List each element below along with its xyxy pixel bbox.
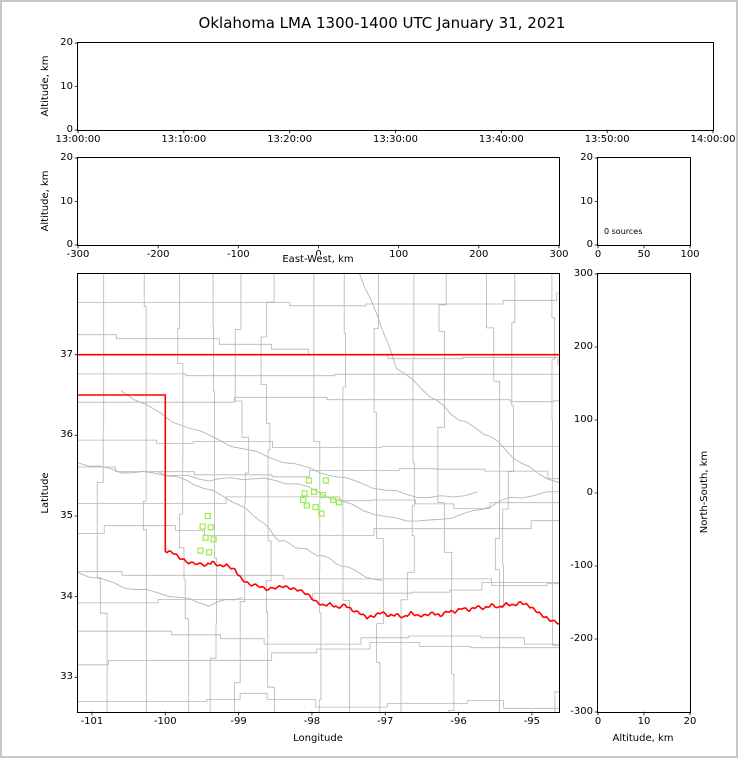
tick-label: -200 [146,249,170,260]
map-plot-area [78,274,559,712]
histogram-source-count: 0 sources [604,227,643,236]
altitude-histogram-tick-marks [594,157,691,249]
lightning-source-marker [207,524,214,531]
state-border-red-river [164,550,559,625]
lightning-source-marker [210,536,217,543]
eastwest-altitude-xlabel: East-West, km [278,255,358,265]
lightning-source-marker [303,502,310,509]
lightning-source-marker [335,499,343,506]
tick-label: 100 [573,414,593,425]
tick-label: 36 [60,429,73,441]
lightning-source-marker [322,477,329,484]
lightning-source-marker [199,523,206,530]
tick-label: 14:00:00 [690,134,736,145]
tick-label: -300 [570,706,593,717]
tick-label: 13:30:00 [373,134,418,145]
lightning-source-marker [197,547,204,554]
lightning-source-marker [330,496,337,503]
map-xlabel: Longitude [293,733,343,744]
tick-label: 200 [573,341,593,352]
tick-label: 13:40:00 [478,134,524,145]
tick-label: 13:10:00 [161,134,207,145]
map-tick-marks [74,354,533,716]
tick-label: 20 [683,716,697,727]
tick-label: 10 [580,195,593,207]
tick-label: 0 [66,124,73,135]
river-line [157,471,383,581]
lightning-source-marker [311,488,318,495]
tick-label: 300 [573,268,593,279]
plan-view-map-panel: -101 -100 -99 -98 -97 -96 -95 33 34 35 36 37 [60,273,560,727]
tick-label: 20 [60,37,73,48]
tick-label: 0 [586,239,593,250]
tick-label: 0 [594,249,602,260]
river-line [78,462,559,522]
time-altitude-tick-marks [74,42,714,134]
time-altitude-ylabel: Altitude, km [40,55,51,117]
tick-label: 10 [60,195,73,207]
tick-label: 300 [549,249,569,260]
northsouth-altitude-xlabel: Altitude, km [612,733,674,744]
northsouth-altitude-ylabel: North-South, km [699,450,710,534]
tick-label: 0 [586,487,593,498]
tick-label: 0 [66,239,73,250]
eastwest-altitude-panel: -300 -200 -100 0 100 200 300 0 10 20 [60,153,568,260]
tick-label: -200 [570,633,593,644]
tick-label: 10 [60,80,73,92]
tick-label: -300 [66,249,90,260]
eastwest-altitude-tick-marks [74,157,560,249]
tick-label: 0 [315,250,321,260]
tick-label: 20 [60,152,73,163]
lightning-source-marker [319,491,326,499]
eastwest-altitude-ylabel: Altitude, km [40,170,51,232]
tick-label: 20 [580,152,593,163]
lightning-source-marker [312,504,319,511]
tick-label: 13:20:00 [267,134,313,145]
lightning-source-marker [206,549,213,556]
lightning-source-marker [202,534,209,541]
lightning-source-marker [318,510,325,517]
tick-label: 0 [594,716,602,727]
time-altitude-panel: 13:00:00 13:10:00 13:20:00 13:30:00 13:40:00… [56,38,736,145]
lightning-source-marker [300,496,307,503]
tick-label: -98 [303,716,321,727]
tick-label: 50 [637,249,651,260]
northsouth-altitude-tick-marks [594,273,691,716]
tick-label: 35 [60,509,73,521]
tick-label: 13:50:00 [584,134,630,145]
tick-label: 34 [60,590,73,602]
tick-label: -96 [450,716,467,727]
northsouth-altitude-panel: 0 10 20 -300 -200 -100 0 100 200 300 [570,269,696,727]
tick-label: 100 [389,249,409,260]
river-line [78,572,243,607]
tick-label: 100 [680,249,700,260]
tick-label: -100 [570,560,593,571]
tick-label: -100 [226,249,250,260]
tick-label: -95 [523,716,541,727]
river-line [120,390,478,499]
lightning-source-marker [204,512,211,520]
altitude-histogram-panel: 0 sources 0 50 100 0 10 20 [580,153,699,260]
map-ylabel: Latitude [40,472,51,514]
river-line [359,274,559,483]
tick-label: -99 [230,716,247,727]
tick-label: 37 [60,348,73,360]
tick-label: -101 [80,716,104,727]
tick-label: 13:00:00 [55,134,101,145]
tick-label: -100 [153,716,177,727]
lightning-source-marker [305,477,313,484]
tick-label: 33 [60,671,73,683]
figure-title: Oklahoma LMA 1300-1400 UTC January 31, 2… [198,14,566,32]
tick-label: 10 [637,716,651,727]
tick-label: -97 [377,716,394,727]
lightning-source-marker [301,490,308,497]
tick-label: 200 [469,249,489,260]
